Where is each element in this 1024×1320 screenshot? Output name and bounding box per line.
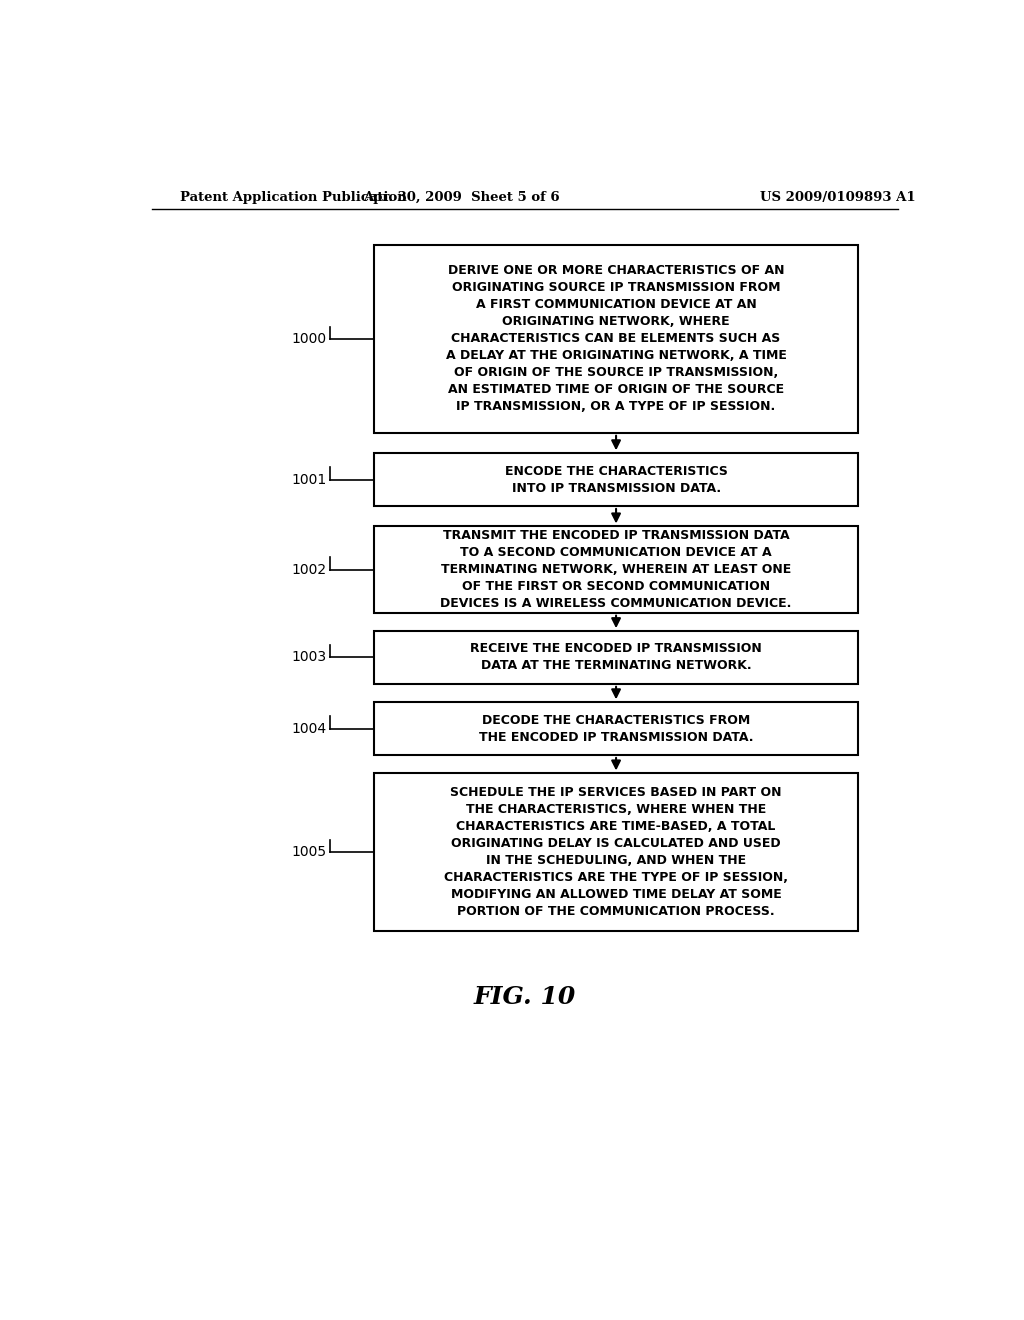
Text: 1000: 1000 [291, 331, 327, 346]
Text: FIG. 10: FIG. 10 [474, 985, 575, 1008]
Text: SCHEDULE THE IP SERVICES BASED IN PART ON
THE CHARACTERISTICS, WHERE WHEN THE
CH: SCHEDULE THE IP SERVICES BASED IN PART O… [444, 787, 788, 919]
Bar [374, 631, 858, 684]
Bar [374, 244, 858, 433]
Text: RECEIVE THE ENCODED IP TRANSMISSION
DATA AT THE TERMINATING NETWORK.: RECEIVE THE ENCODED IP TRANSMISSION DATA… [470, 643, 762, 672]
Text: ENCODE THE CHARACTERISTICS
INTO IP TRANSMISSION DATA.: ENCODE THE CHARACTERISTICS INTO IP TRANS… [505, 465, 727, 495]
Text: TRANSMIT THE ENCODED IP TRANSMISSION DATA
TO A SECOND COMMUNICATION DEVICE AT A
: TRANSMIT THE ENCODED IP TRANSMISSION DAT… [440, 529, 792, 610]
Text: 1002: 1002 [291, 562, 327, 577]
Bar [374, 774, 858, 931]
Text: US 2009/0109893 A1: US 2009/0109893 A1 [761, 190, 916, 203]
Text: 1003: 1003 [291, 651, 327, 664]
Bar [374, 527, 858, 612]
Text: 1005: 1005 [291, 845, 327, 859]
Text: DERIVE ONE OR MORE CHARACTERISTICS OF AN
ORIGINATING SOURCE IP TRANSMISSION FROM: DERIVE ONE OR MORE CHARACTERISTICS OF AN… [445, 264, 786, 413]
Text: 1004: 1004 [291, 722, 327, 735]
Text: DECODE THE CHARACTERISTICS FROM
THE ENCODED IP TRANSMISSION DATA.: DECODE THE CHARACTERISTICS FROM THE ENCO… [479, 714, 754, 743]
Bar [374, 453, 858, 506]
Text: 1001: 1001 [291, 473, 327, 487]
Bar [374, 702, 858, 755]
Text: Apr. 30, 2009  Sheet 5 of 6: Apr. 30, 2009 Sheet 5 of 6 [362, 190, 560, 203]
Text: Patent Application Publication: Patent Application Publication [179, 190, 407, 203]
